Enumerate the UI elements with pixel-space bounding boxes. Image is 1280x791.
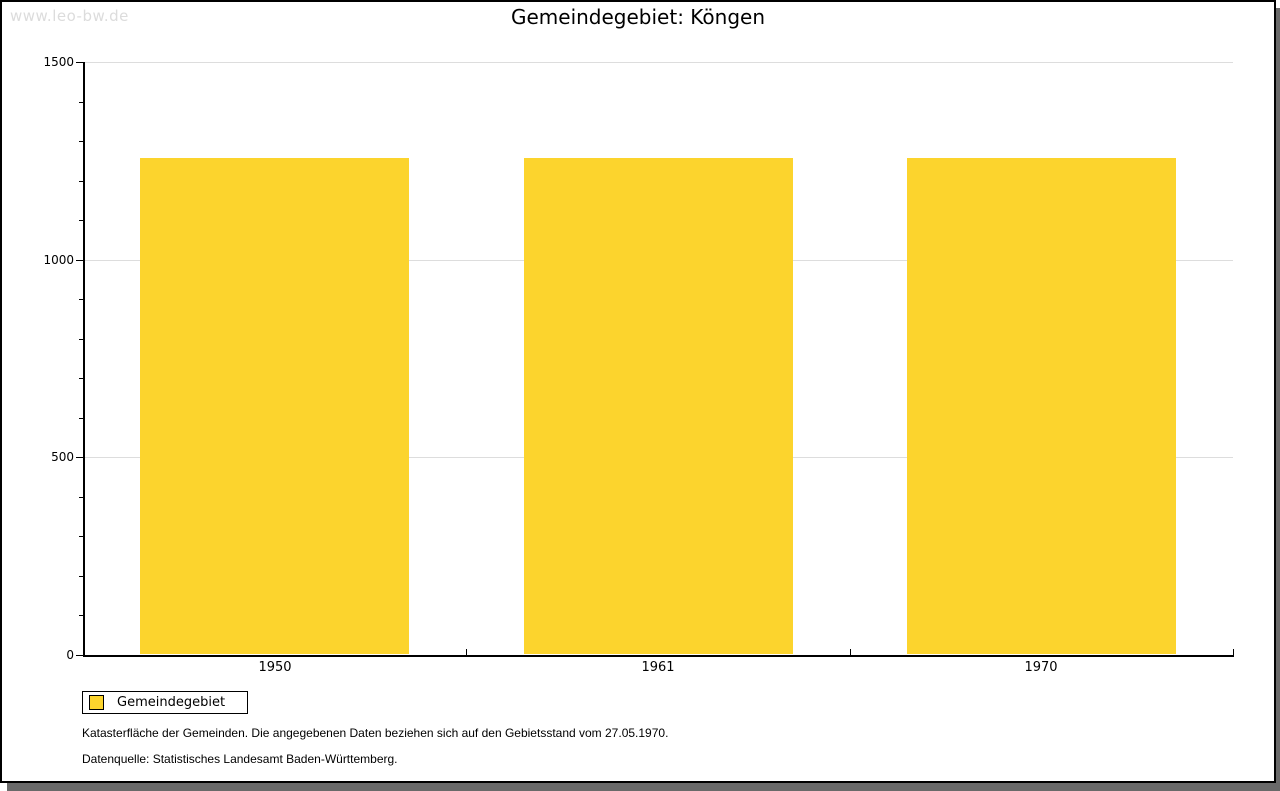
y-minor-tick — [79, 615, 83, 616]
y-major-tick — [76, 260, 83, 261]
legend-label: Gemeindegebiet — [117, 694, 226, 710]
bar — [140, 158, 409, 654]
y-minor-tick — [79, 181, 83, 182]
y-tick-label: 1500 — [43, 55, 74, 69]
bar — [907, 158, 1176, 654]
footnote-line-2: Datenquelle: Statistisches Landesamt Bad… — [82, 752, 398, 766]
y-minor-tick — [79, 497, 83, 498]
y-major-tick — [76, 457, 83, 458]
y-minor-tick — [79, 378, 83, 379]
footnote-line-1: Katasterfläche der Gemeinden. Die angege… — [82, 726, 669, 740]
y-major-tick — [76, 62, 83, 63]
x-boundary-tick — [1233, 649, 1234, 655]
y-minor-tick — [79, 102, 83, 103]
y-axis-line — [83, 62, 85, 657]
grid-line — [84, 62, 1233, 63]
y-minor-tick — [79, 299, 83, 300]
legend-swatch-icon — [89, 695, 104, 710]
y-tick-label: 500 — [51, 450, 74, 464]
x-boundary-tick — [850, 649, 851, 655]
x-category-label: 1961 — [641, 660, 675, 675]
x-category-label: 1970 — [1024, 660, 1058, 675]
legend: Gemeindegebiet — [82, 691, 249, 714]
x-boundary-tick — [466, 649, 467, 655]
y-minor-tick — [79, 418, 83, 419]
chart-title: Gemeindegebiet: Köngen — [510, 5, 766, 29]
x-axis-line — [83, 655, 1234, 657]
y-minor-tick — [79, 141, 83, 142]
y-major-tick — [76, 655, 83, 656]
y-tick-label: 0 — [66, 648, 74, 662]
y-minor-tick — [79, 339, 83, 340]
y-minor-tick — [79, 576, 83, 577]
x-category-label: 1950 — [258, 660, 292, 675]
y-minor-tick — [79, 536, 83, 537]
watermark: www.leo-bw.de — [10, 7, 129, 25]
y-tick-label: 1000 — [43, 253, 74, 267]
y-minor-tick — [79, 220, 83, 221]
bar — [524, 158, 793, 654]
